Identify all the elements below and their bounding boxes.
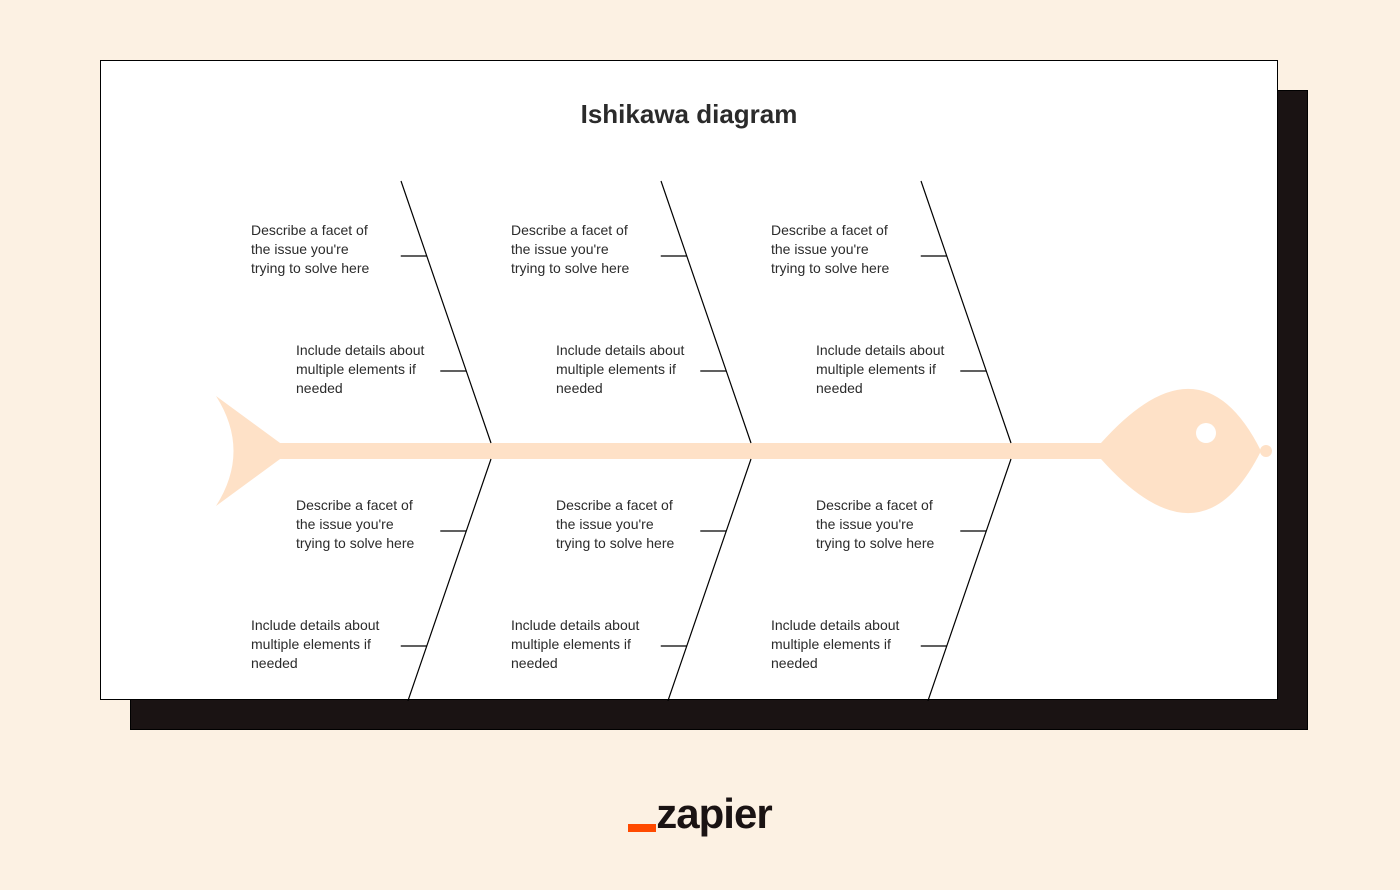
bot-facet-label-2: Describe a facet of the issue you're try… (816, 496, 946, 553)
logo-text: zapier (656, 790, 771, 838)
logo-underscore-icon (628, 824, 656, 832)
zapier-logo: zapier (628, 790, 771, 838)
bot-facet-label-1: Describe a facet of the issue you're try… (556, 496, 686, 553)
bot-facet-label-0: Describe a facet of the issue you're try… (296, 496, 426, 553)
bot-detail-label-0: Include details about multiple elements … (251, 616, 381, 673)
bot-detail-label-2: Include details about multiple elements … (771, 616, 901, 673)
top-detail-label-2: Include details about multiple elements … (816, 341, 946, 398)
top-facet-label-0: Describe a facet of the issue you're try… (251, 221, 381, 278)
fishbone-svg (101, 61, 1279, 701)
bot-detail-label-1: Include details about multiple elements … (511, 616, 641, 673)
top-detail-label-0: Include details about multiple elements … (296, 341, 426, 398)
top-facet-label-1: Describe a facet of the issue you're try… (511, 221, 641, 278)
top-facet-label-2: Describe a facet of the issue you're try… (771, 221, 901, 278)
logo-wrap: zapier (0, 790, 1400, 838)
top-detail-label-1: Include details about multiple elements … (556, 341, 686, 398)
diagram-card: Ishikawa diagram Describe a facet of the… (100, 60, 1278, 700)
